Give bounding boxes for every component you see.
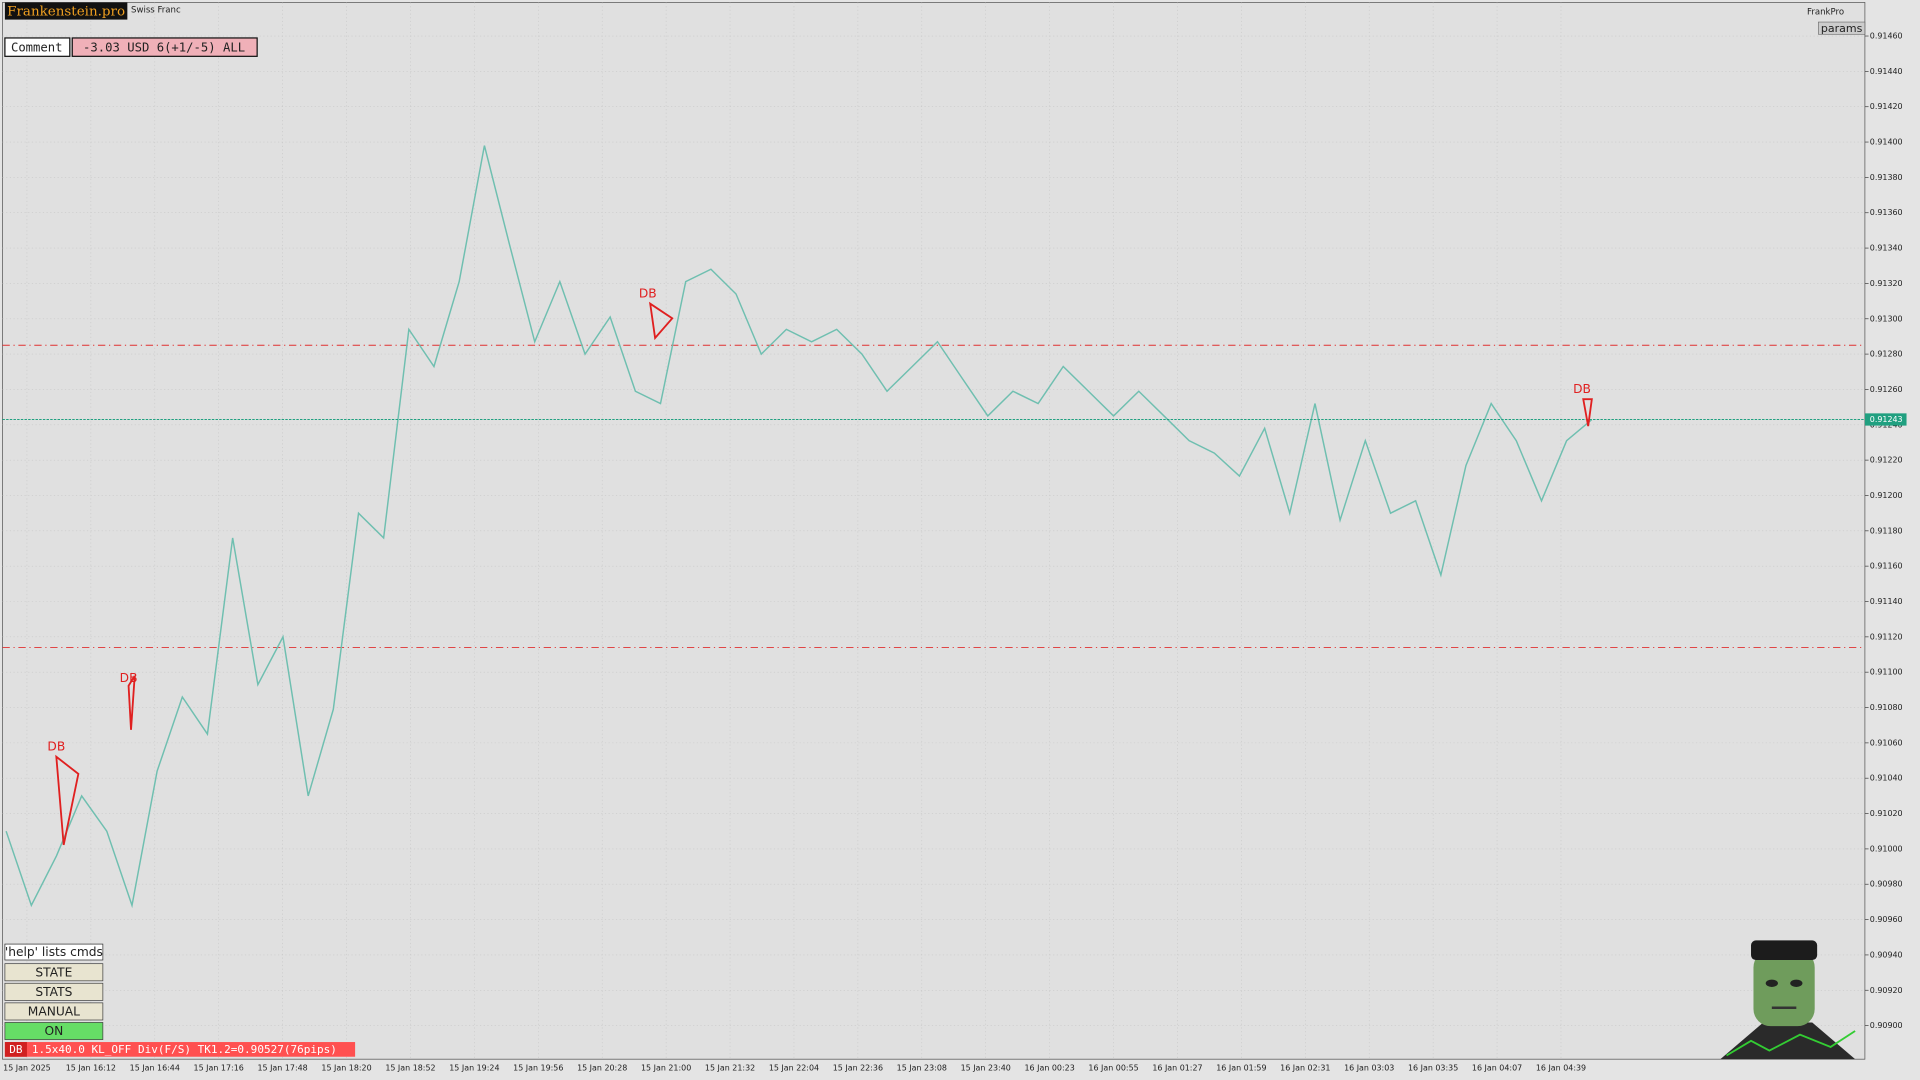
params-button[interactable] (1818, 21, 1866, 35)
y-tick-label: 0.91340 (1870, 244, 1903, 253)
db-pattern (127, 675, 136, 730)
y-tick-label: 0.90900 (1870, 1021, 1903, 1030)
x-tick-label: 16 Jan 00:23 (1024, 1063, 1074, 1072)
buttons: STATE STATS MANUAL ON (4, 963, 104, 1040)
x-tick-label: 15 Jan 16:44 (130, 1063, 180, 1072)
pnl-box (71, 37, 258, 57)
y-tick-label: 0.91280 (1870, 350, 1903, 359)
y-tick-label: 0.91040 (1870, 774, 1903, 783)
y-tick-label: 0.91060 (1870, 738, 1903, 747)
y-tick-label: 0.91440 (1870, 67, 1903, 76)
y-tick-label: 0.91160 (1870, 562, 1903, 571)
plot-area (2, 2, 1866, 1060)
x-tick-label: 16 Jan 02:31 (1280, 1063, 1330, 1072)
brand: Frankenstein.pro (7, 5, 125, 20)
x-tick-label: 16 Jan 03:35 (1408, 1063, 1458, 1072)
y-tick-label: 0.91120 (1870, 632, 1903, 641)
y-tick-label: 0.91380 (1870, 173, 1903, 182)
status-bar (4, 1042, 356, 1057)
x-tick-label: 15 Jan 19:56 (513, 1063, 563, 1072)
db-label: DB (1573, 382, 1591, 396)
y-tick-label: 0.91140 (1870, 597, 1903, 606)
x-tick-label: 15 Jan 18:52 (385, 1063, 435, 1072)
x-tick-label: 16 Jan 01:27 (1152, 1063, 1202, 1072)
db-label: DB (47, 739, 65, 753)
db-label: DB (120, 671, 138, 685)
y-tick-label: 0.90940 (1870, 950, 1903, 959)
y-tick-label: 0.91320 (1870, 279, 1903, 288)
y-tick-label: 0.91460 (1870, 32, 1903, 41)
y-tick-label: 0.91000 (1870, 844, 1903, 853)
status-text: 1.5x40.0 KL_OFF Div(F/S) TK1.2=0.90527(7… (32, 1043, 337, 1056)
x-tick-label: 16 Jan 01:59 (1216, 1063, 1266, 1072)
comment-box (4, 37, 71, 57)
command-label[interactable]: MANUAL (28, 1005, 80, 1019)
x-tick-label: 15 Jan 23:08 (897, 1063, 947, 1072)
price-line (5, 145, 1593, 909)
y-tick-label: 0.91420 (1870, 102, 1903, 111)
y-tick-label: 0.91360 (1870, 208, 1903, 217)
status-tag: DB (9, 1043, 23, 1056)
y-tick-label: 0.91100 (1870, 668, 1903, 677)
command-button[interactable] (4, 1002, 104, 1021)
x-tick-label: 15 Jan 20:28 (577, 1063, 627, 1072)
y-tick-label: 0.91400 (1870, 138, 1903, 147)
x-tick-label: 16 Jan 00:55 (1088, 1063, 1138, 1072)
x-tick-label: 16 Jan 03:03 (1344, 1063, 1394, 1072)
x-tick-label: 15 Jan 16:12 (66, 1063, 116, 1072)
command-button[interactable] (4, 963, 104, 982)
db-pattern (1582, 398, 1593, 427)
y-tick-label: 0.90960 (1870, 915, 1903, 924)
y-tick-label: 0.91180 (1870, 526, 1903, 535)
x-tick-label: 15 Jan 22:04 (769, 1063, 819, 1072)
y-tick-label: 0.91300 (1870, 314, 1903, 323)
status-tag-box (4, 1042, 27, 1057)
x-tick-label: 15 Jan 21:00 (641, 1063, 691, 1072)
x-tick-label: 16 Jan 04:39 (1536, 1063, 1586, 1072)
y-tick-label: 0.91260 (1870, 385, 1903, 394)
brand-box (4, 2, 128, 20)
x-tick-label: 15 Jan 19:24 (449, 1063, 499, 1072)
indicator-name: FrankPro (1807, 8, 1844, 18)
help-text: 'help' lists cmds (5, 945, 103, 959)
pnl-text: -3.03 USD 6(+1/-5) ALL (83, 40, 245, 54)
x-tick-label: 15 Jan 23:40 (961, 1063, 1011, 1072)
db-pattern (55, 754, 80, 846)
command-label[interactable]: ON (44, 1024, 63, 1038)
x-tick-label: 15 Jan 17:16 (194, 1063, 244, 1072)
x-tick-label: 15 Jan 22:36 (833, 1063, 883, 1072)
command-label[interactable]: STATS (35, 985, 72, 999)
db-pattern (649, 301, 674, 341)
y-tick-label: 0.90980 (1870, 880, 1903, 889)
x-tick-label: 15 Jan 21:32 (705, 1063, 755, 1072)
current-price-box (1864, 413, 1907, 426)
y-tick-label: 0.91220 (1870, 456, 1903, 465)
x-tick-label: 15 Jan 18:20 (321, 1063, 371, 1072)
command-button[interactable] (4, 982, 104, 1001)
y-tick-label: 0.90920 (1870, 986, 1903, 995)
x-tick-label: 15 Jan 17:48 (257, 1063, 307, 1072)
help-box (4, 943, 104, 961)
marks: 0.91243 DB DB DB DB (2, 145, 1907, 909)
symbol: Swiss Franc (131, 5, 181, 15)
x-tick-label: 15 Jan 2025 (3, 1063, 51, 1072)
y-tick-label: 0.91080 (1870, 703, 1903, 712)
comment-label: Comment (11, 40, 63, 54)
current-price-label: 0.91243 (1870, 415, 1903, 424)
db-label: DB (639, 286, 657, 300)
command-button[interactable] (4, 1022, 104, 1040)
x-tick-label: 16 Jan 04:07 (1472, 1063, 1522, 1072)
command-label[interactable]: STATE (35, 965, 72, 979)
y-tick-label: 0.91020 (1870, 809, 1903, 818)
params-label[interactable]: params (1821, 22, 1863, 35)
mascot (1720, 940, 1856, 1060)
y-tick-label: 0.91200 (1870, 491, 1903, 500)
